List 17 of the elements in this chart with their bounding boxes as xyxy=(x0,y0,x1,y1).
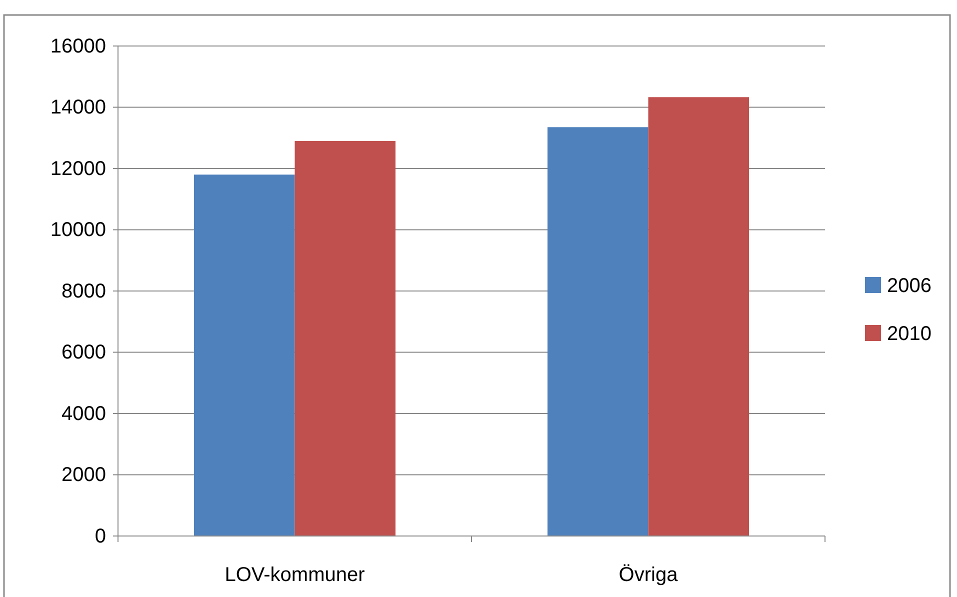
y-tick-label: 2000 xyxy=(62,464,106,486)
y-tick-label: 8000 xyxy=(62,280,106,302)
legend-label: 2006 xyxy=(887,275,932,297)
bar xyxy=(194,174,295,536)
y-tick-label: 10000 xyxy=(50,219,106,242)
x-tick-label: Övriga xyxy=(618,564,679,586)
y-tick-label: 12000 xyxy=(50,158,106,180)
y-tick-label: 0 xyxy=(94,525,106,548)
y-tick-label: 16000 xyxy=(50,35,106,58)
bar xyxy=(648,97,749,536)
bar xyxy=(548,127,648,536)
y-tick-label: 14000 xyxy=(50,96,106,119)
bar xyxy=(294,140,396,536)
x-tick-label: LOV-kommuner xyxy=(224,564,366,586)
legend-label: 2010 xyxy=(887,323,932,345)
y-tick-label: 4000 xyxy=(62,402,106,425)
y-tick-label: 6000 xyxy=(62,342,106,364)
